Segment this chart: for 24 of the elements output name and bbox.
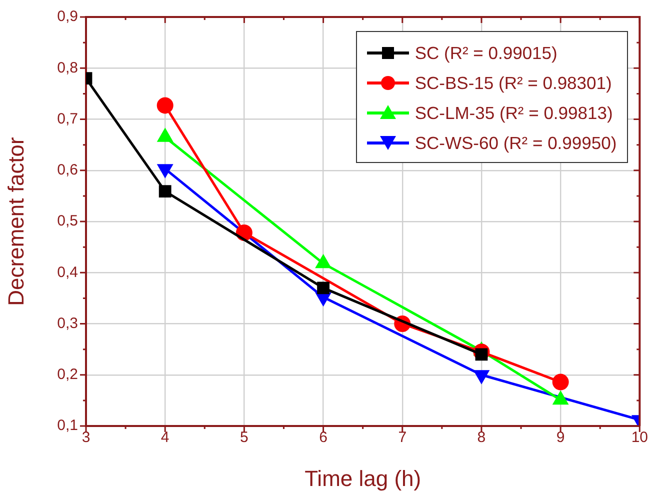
y-tick-label: 0,3 (57, 314, 78, 332)
y-tick-label: 0,9 (57, 8, 78, 26)
y-tick-label: 0,5 (57, 212, 78, 230)
point (156, 97, 174, 114)
x-axis-title: Time lag (h) (304, 466, 422, 491)
legend-label: SC-WS-60 (R² = 0.99950) (414, 132, 617, 154)
legend-label: SC (R² = 0.99015) (414, 42, 558, 64)
x-tick-label: 6 (319, 429, 328, 446)
y-tick-label: 0,6 (57, 162, 78, 179)
x-tick-label: 9 (556, 429, 565, 446)
x-tick-label: 8 (477, 429, 486, 446)
y-tick-label: 0,1 (57, 417, 78, 434)
y-tick-label: 0,2 (57, 366, 78, 384)
y-tick-label: 0,8 (57, 59, 78, 76)
x-tick-label: 7 (398, 429, 407, 446)
y-tick-label: 0,7 (57, 110, 78, 128)
y-tick-label: 0,4 (57, 264, 78, 281)
x-tick-label: 3 (82, 429, 90, 446)
legend-label: SC-BS-15 (R² = 0.98301) (414, 72, 612, 94)
legend-label: SC-LM-35 (R² = 0.99813) (414, 102, 613, 124)
x-tick-label: 10 (631, 429, 648, 446)
y-axis-title: Decrement factor (3, 137, 28, 306)
x-tick-label: 4 (160, 429, 170, 446)
x-tick-label: 5 (240, 429, 248, 446)
